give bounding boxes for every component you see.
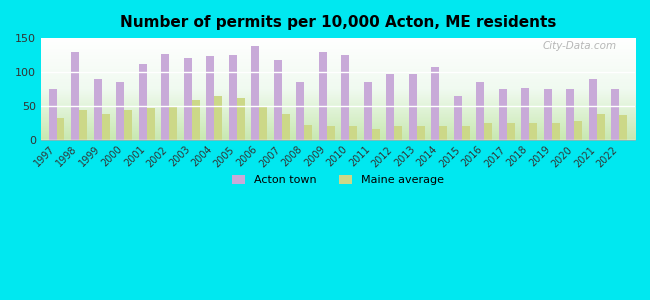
Bar: [597, 115, 604, 140]
Bar: [394, 126, 402, 140]
Bar: [184, 58, 192, 140]
Bar: [349, 126, 357, 140]
Bar: [49, 89, 57, 140]
Bar: [214, 96, 222, 140]
Bar: [161, 54, 169, 140]
Bar: [124, 110, 132, 140]
Bar: [521, 88, 529, 140]
Bar: [566, 89, 574, 140]
Bar: [138, 64, 147, 140]
Bar: [229, 55, 237, 140]
Bar: [417, 126, 424, 140]
Bar: [364, 82, 372, 140]
Bar: [619, 115, 627, 140]
Bar: [612, 89, 619, 140]
Bar: [101, 114, 109, 140]
Bar: [386, 74, 394, 140]
Bar: [372, 129, 380, 140]
Bar: [454, 96, 462, 140]
Bar: [57, 118, 64, 140]
Text: City-Data.com: City-Data.com: [543, 41, 618, 51]
Bar: [574, 121, 582, 140]
Bar: [304, 124, 312, 140]
Bar: [72, 52, 79, 140]
Bar: [206, 56, 214, 140]
Bar: [529, 123, 537, 140]
Bar: [544, 89, 552, 140]
Bar: [192, 100, 200, 140]
Bar: [409, 74, 417, 140]
Bar: [552, 123, 560, 140]
Bar: [252, 46, 259, 140]
Bar: [169, 106, 177, 140]
Bar: [318, 52, 327, 140]
Bar: [237, 98, 244, 140]
Bar: [476, 82, 484, 140]
Bar: [116, 82, 124, 140]
Bar: [327, 126, 335, 140]
Bar: [79, 110, 87, 140]
Bar: [589, 79, 597, 140]
Bar: [462, 126, 469, 140]
Bar: [94, 79, 101, 140]
Bar: [484, 123, 492, 140]
Bar: [274, 60, 281, 140]
Bar: [147, 108, 155, 140]
Bar: [281, 115, 289, 140]
Bar: [499, 89, 507, 140]
Bar: [432, 67, 439, 140]
Bar: [341, 55, 349, 140]
Title: Number of permits per 10,000 Acton, ME residents: Number of permits per 10,000 Acton, ME r…: [120, 15, 556, 30]
Bar: [296, 82, 304, 140]
Bar: [507, 123, 515, 140]
Bar: [439, 126, 447, 140]
Legend: Acton town, Maine average: Acton town, Maine average: [227, 171, 448, 190]
Bar: [259, 106, 267, 140]
